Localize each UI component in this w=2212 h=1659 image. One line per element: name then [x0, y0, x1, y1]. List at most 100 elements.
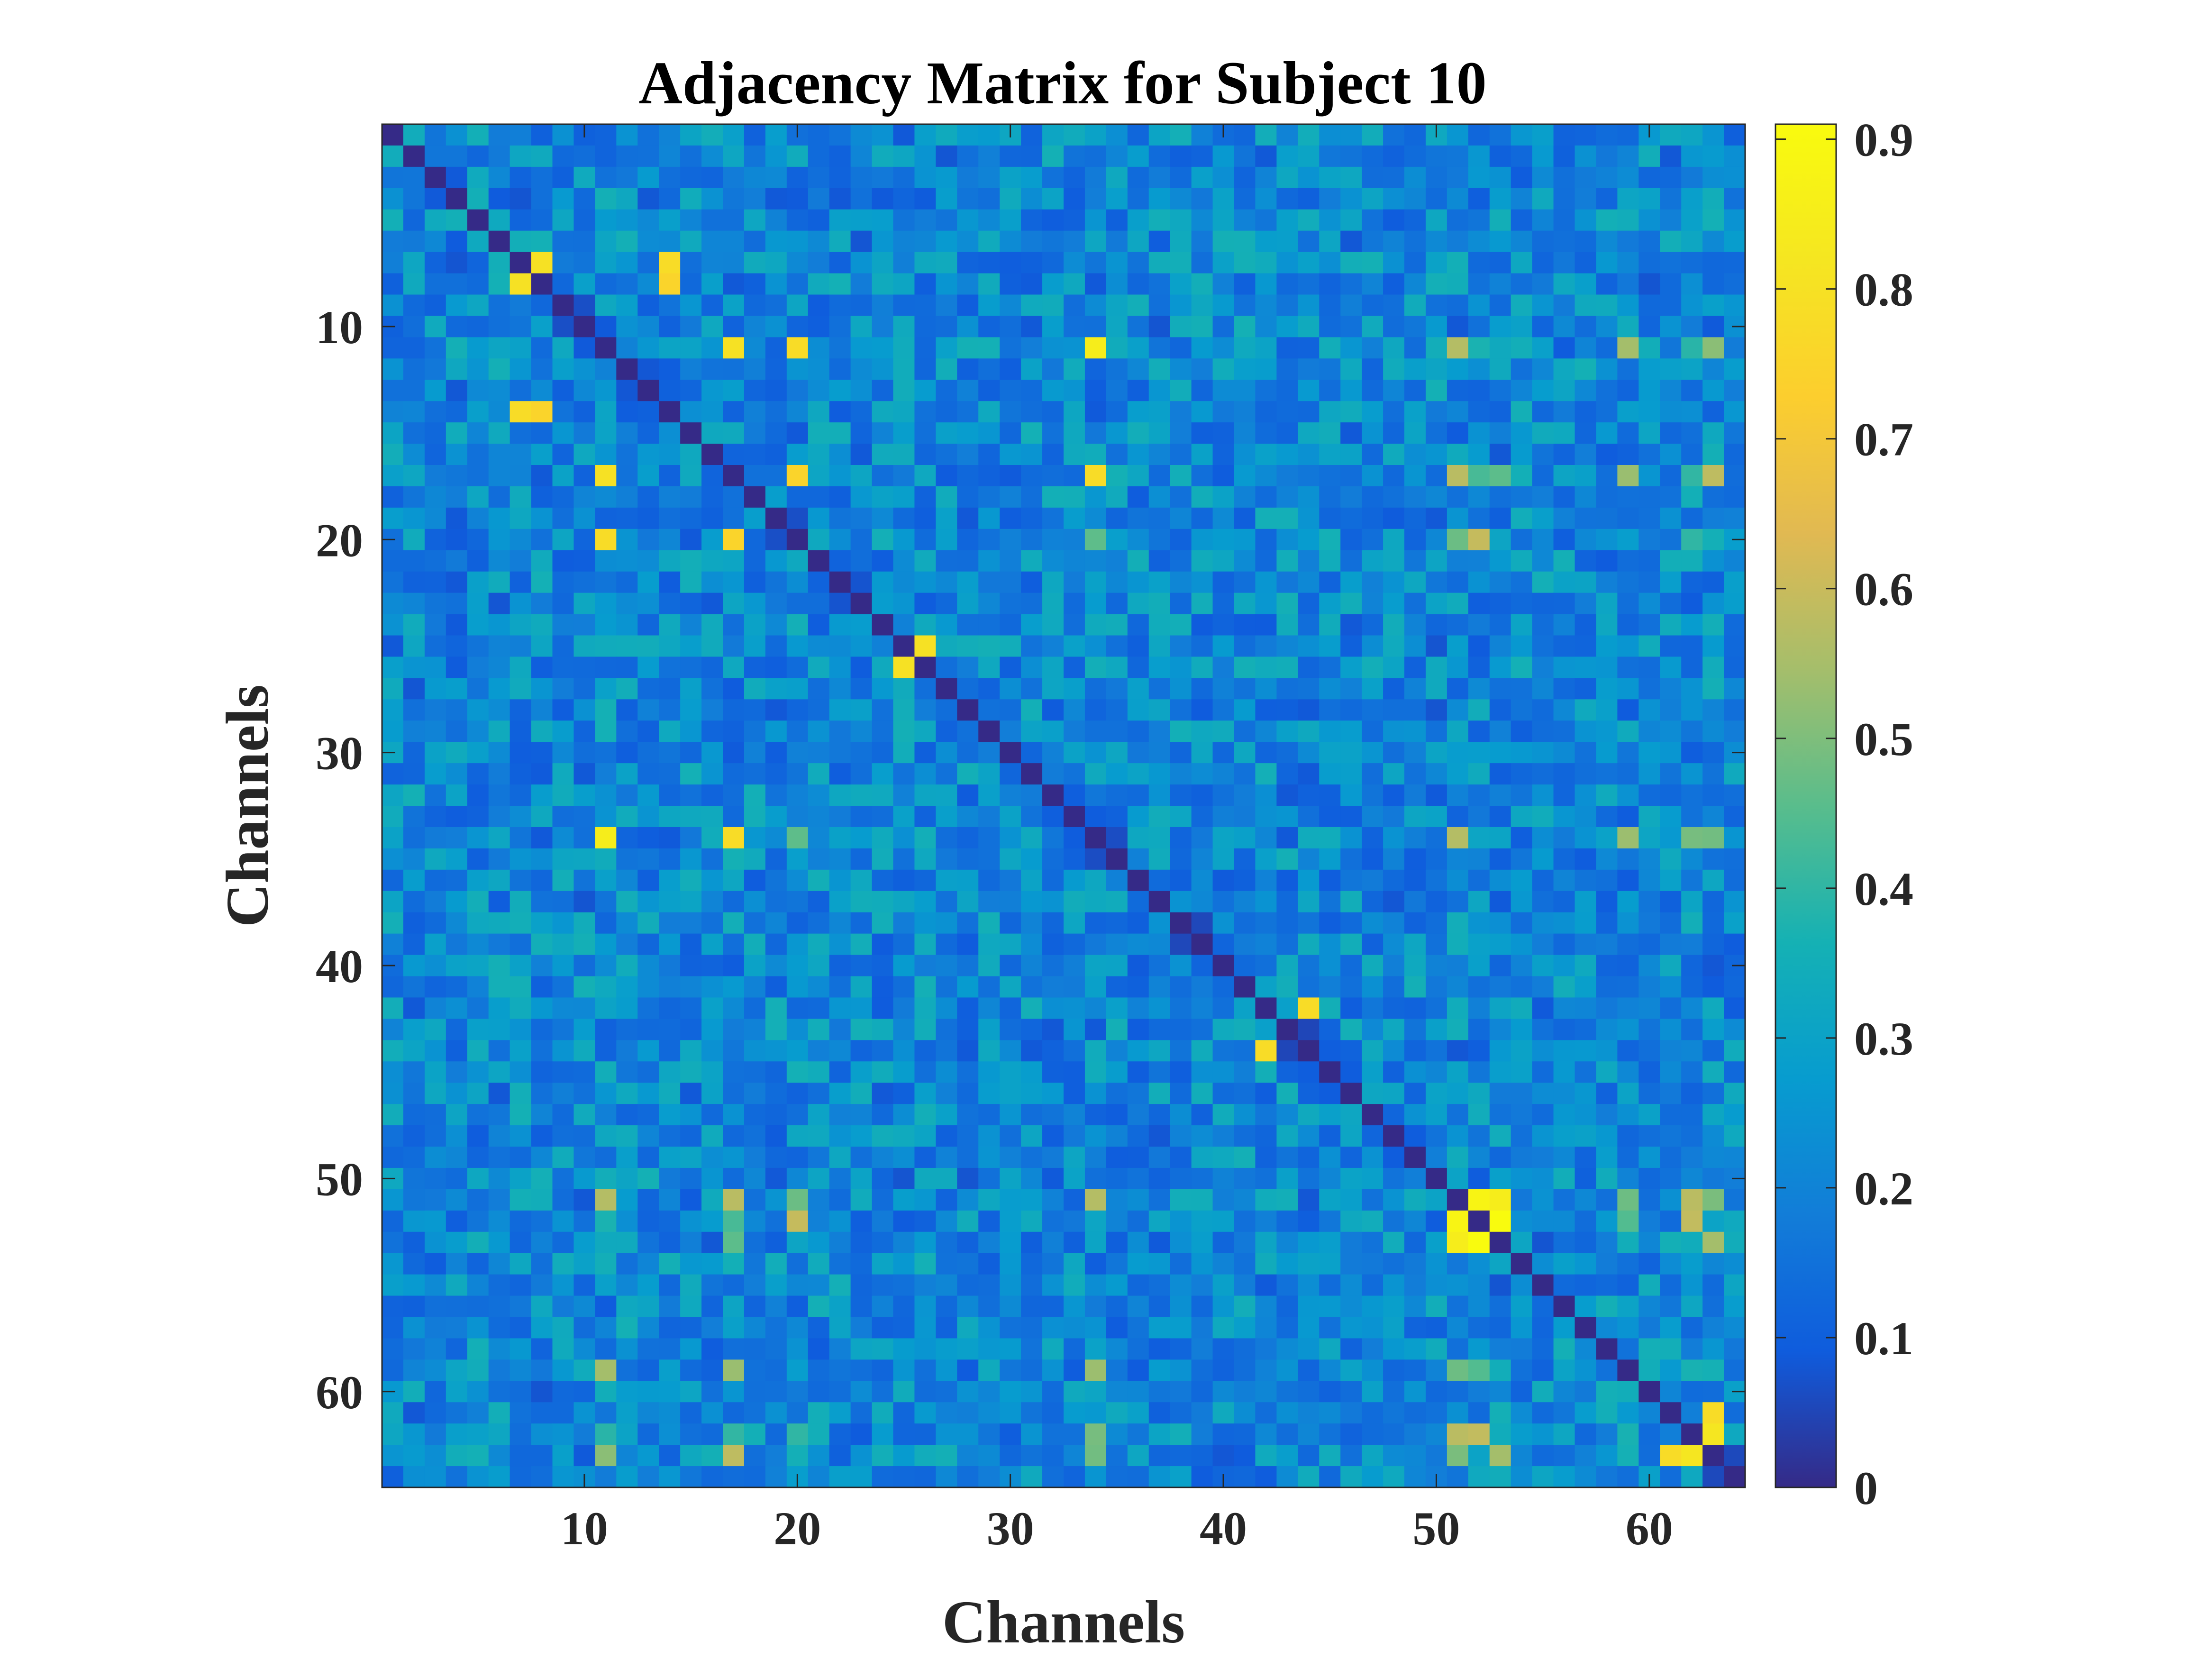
heatmap-cell [637, 976, 659, 998]
heatmap-cell [552, 742, 574, 764]
heatmap-cell [1447, 997, 1469, 1019]
heatmap-cell [1340, 933, 1362, 956]
heatmap-cell [467, 507, 489, 529]
heatmap-cell [1447, 124, 1469, 146]
heatmap-cell [1000, 1317, 1021, 1339]
heatmap-cell [1724, 1125, 1746, 1147]
heatmap-cell [1702, 529, 1724, 551]
heatmap-cell [1511, 1210, 1533, 1232]
heatmap-cell [488, 1423, 510, 1445]
heatmap-cell [1660, 358, 1682, 380]
heatmap-cell [510, 1466, 532, 1488]
heatmap-cell [424, 1423, 446, 1445]
heatmap-cell [552, 1147, 574, 1168]
heatmap-cell [1639, 294, 1660, 317]
heatmap-cell [382, 1466, 404, 1488]
heatmap-cell [595, 166, 617, 189]
heatmap-cell [1021, 188, 1043, 210]
heatmap-cell [637, 720, 659, 742]
heatmap-cell [1234, 1210, 1256, 1232]
heatmap-cell [1362, 997, 1384, 1019]
heatmap-cell [1404, 1040, 1426, 1062]
heatmap-cell [1447, 635, 1469, 657]
heatmap-cell [1404, 784, 1426, 806]
heatmap-cell [1084, 699, 1107, 721]
heatmap-cell [1064, 1061, 1085, 1083]
heatmap-cell [914, 1381, 936, 1403]
heatmap-cell [1447, 742, 1469, 764]
heatmap-cell [1511, 806, 1533, 828]
heatmap-cell [1617, 166, 1639, 189]
heatmap-cell [765, 529, 787, 551]
heatmap-cell [872, 1210, 894, 1232]
heatmap-cell [680, 571, 702, 593]
heatmap-cell [1064, 1167, 1085, 1190]
heatmap-cell [659, 209, 681, 231]
heatmap-cell [1425, 614, 1447, 636]
heatmap-cell [1234, 912, 1256, 934]
heatmap-cell [1489, 1189, 1511, 1211]
heatmap-cell [1489, 252, 1511, 274]
heatmap-cell [893, 699, 915, 721]
heatmap-cell [914, 422, 936, 444]
heatmap-cell [1425, 316, 1447, 337]
heatmap-cell [616, 656, 638, 678]
heatmap-cell [637, 1445, 659, 1467]
heatmap-cell [1276, 252, 1298, 274]
heatmap-cell [1447, 529, 1469, 551]
heatmap-cell [424, 891, 446, 913]
heatmap-cell [1042, 1295, 1064, 1318]
heatmap-cell [1596, 273, 1618, 295]
heatmap-cell [467, 1423, 489, 1445]
heatmap-cell [1575, 1167, 1597, 1190]
heatmap-cell [914, 401, 936, 423]
heatmap-cell [701, 571, 723, 593]
heatmap-cell [1319, 1423, 1341, 1445]
heatmap-cell [1255, 188, 1277, 210]
heatmap-cell [659, 614, 681, 636]
heatmap-cell [1106, 656, 1128, 678]
heatmap-cell [1042, 827, 1064, 849]
heatmap-cell [1702, 380, 1724, 401]
heatmap-cell [403, 124, 425, 146]
heatmap-cell [1234, 656, 1256, 678]
heatmap-cell [893, 230, 915, 253]
heatmap-cell [1276, 1189, 1298, 1211]
heatmap-cell [1255, 742, 1277, 764]
heatmap-cell [957, 806, 979, 828]
heatmap-cell [1319, 1317, 1341, 1339]
heatmap-cell [616, 1445, 638, 1467]
heatmap-cell [403, 1104, 425, 1126]
heatmap-cell [1298, 912, 1320, 934]
heatmap-cell [616, 1295, 638, 1318]
heatmap-cell [1447, 1466, 1469, 1488]
heatmap-cell [1191, 529, 1213, 551]
heatmap-cell [1064, 1104, 1085, 1126]
heatmap-cell [1489, 1040, 1511, 1062]
heatmap-cell [1553, 145, 1575, 167]
heatmap-cell [1000, 1338, 1021, 1360]
heatmap-cell [1340, 486, 1362, 508]
heatmap-cell [531, 806, 553, 828]
heatmap-cell [573, 976, 595, 998]
heatmap-cell [680, 1274, 702, 1296]
heatmap-cell [936, 806, 957, 828]
heatmap-cell [573, 1147, 595, 1168]
heatmap-cell [744, 1402, 766, 1424]
heatmap-cell [1276, 656, 1298, 678]
heatmap-cell [808, 571, 830, 593]
heatmap-cell [701, 699, 723, 721]
heatmap-cell [403, 976, 425, 998]
heatmap-cell [850, 1083, 873, 1104]
heatmap-cell [850, 1338, 873, 1360]
heatmap-cell [1511, 1019, 1533, 1040]
heatmap-cell [1212, 507, 1235, 529]
heatmap-cell [1106, 763, 1128, 785]
heatmap-cell [1319, 784, 1341, 806]
heatmap-cell [595, 976, 617, 998]
heatmap-cell [850, 1253, 873, 1275]
heatmap-cell [1106, 380, 1128, 401]
heatmap-cell [1106, 166, 1128, 189]
heatmap-cell [510, 380, 532, 401]
heatmap-cell [1106, 188, 1128, 210]
